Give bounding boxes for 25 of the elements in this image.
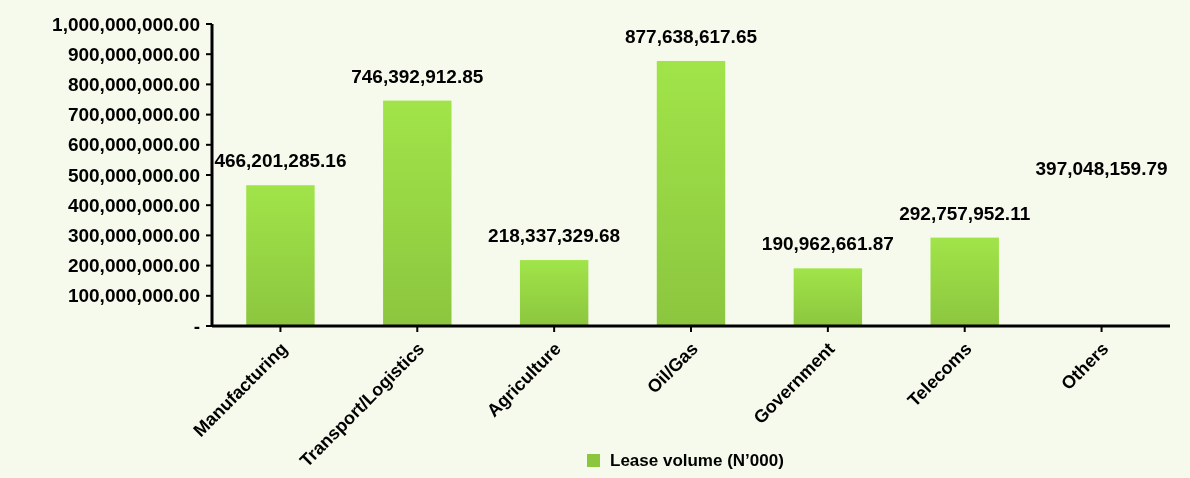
data-label: 877,638,617.65 <box>624 25 758 47</box>
y-tick-label: 700,000,000.00 <box>67 104 200 126</box>
bar <box>246 185 315 326</box>
y-tick-label: 1,000,000,000.00 <box>52 13 200 35</box>
legend-label: Lease volume (N’000) <box>610 450 784 470</box>
data-label: 190,962,661.87 <box>761 233 894 255</box>
bar <box>519 260 589 326</box>
data-label: 292,757,952.11 <box>899 202 1031 224</box>
y-tick-label: 500,000,000.00 <box>67 164 200 186</box>
y-tick-label: 900,000,000.00 <box>67 43 200 65</box>
y-tick-label: 600,000,000.00 <box>67 134 200 156</box>
bar <box>656 60 726 326</box>
y-tick-label: 100,000,000.00 <box>67 285 200 307</box>
data-label: 746,392,912.85 <box>351 65 484 87</box>
y-tick-label: 200,000,000.00 <box>67 255 200 277</box>
y-tick-label: - <box>193 315 200 337</box>
y-tick-label: 300,000,000.00 <box>67 225 200 247</box>
bar <box>383 100 452 326</box>
data-label: 218,337,329.68 <box>488 225 621 247</box>
bar <box>930 237 999 326</box>
text: 397,048,159.79 <box>1035 158 1168 179</box>
y-tick-label: 400,000,000.00 <box>67 194 200 216</box>
data-label: 466,201,285.16 <box>214 150 347 172</box>
bar <box>793 268 863 326</box>
y-tick-label: 800,000,000.00 <box>67 74 200 96</box>
